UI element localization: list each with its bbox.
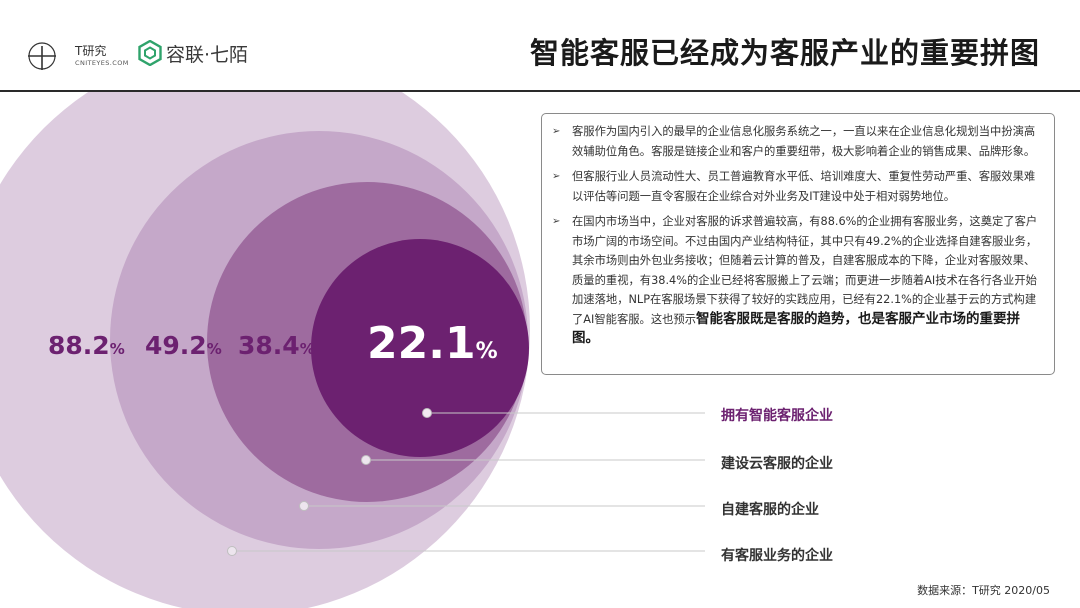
leader-dot — [299, 501, 309, 511]
bullet-item: ➢ 但客服行业人员流动性大、员工普遍教育水平低、培训难度大、重复性劳动严重、客服… — [552, 167, 1042, 206]
description-box: ➢ 客服作为国内引入的最早的企业信息化服务系统之一，一直以来在企业信息化规划当中… — [541, 113, 1055, 375]
bullet-item: ➢ 在国内市场当中，企业对客服的诉求普遍较高，有88.6%的企业拥有客服业务，这… — [552, 212, 1042, 349]
leader-dot — [422, 408, 432, 418]
tsy-logo-url: CNITEYES.COM — [75, 59, 129, 67]
value-number: 22.1 — [367, 318, 476, 369]
tsy-logo-name: T研究 — [75, 44, 107, 58]
legend-label-has-service: 有客服业务的企业 — [721, 548, 833, 564]
bullet-arrow-icon: ➢ — [552, 216, 561, 227]
value-number: 38.4 — [238, 331, 300, 360]
legend-label-cloud-service: 建设云客服的企业 — [721, 456, 833, 472]
value-number: 49.2 — [145, 331, 207, 360]
value-unit: % — [300, 340, 315, 358]
leader-dot — [361, 455, 371, 465]
ronglian-logo-icon — [138, 40, 162, 66]
value-number: 88.2 — [48, 331, 110, 360]
bullet-item: ➢ 客服作为国内引入的最早的企业信息化服务系统之一，一直以来在企业信息化规划当中… — [552, 122, 1042, 161]
circle-ai-service — [311, 239, 529, 457]
value-label: 88.2% — [48, 331, 125, 360]
bullet-emphasis: 智能客服既是客服的趋势，也是客服产业市场的重要拼图。 — [572, 310, 1021, 347]
bullet-arrow-icon: ➢ — [552, 126, 561, 137]
value-label: 49.2% — [145, 331, 222, 360]
value-unit: % — [110, 340, 125, 358]
header-divider — [0, 90, 1080, 92]
ronglian-logo-name: 容联·七陌 — [166, 44, 249, 66]
value-unit: % — [476, 339, 498, 364]
tsy-logo-icon — [28, 42, 56, 70]
nested-circle-chart: 88.2% 49.2% 38.4% 22.1% — [0, 92, 705, 608]
header: T研究 CNITEYES.COM 容联·七陌 智能客服已经成为客服产业的重要拼图 — [0, 0, 1080, 92]
bullet-text: 在国内市场当中，企业对客服的诉求普遍较高，有88.6%的企业拥有客服业务，这奠定… — [572, 215, 1038, 326]
legend-label-self-built: 自建客服的企业 — [721, 502, 819, 518]
bullet-text: 客服作为国内引入的最早的企业信息化服务系统之一，一直以来在企业信息化规划当中扮演… — [572, 125, 1036, 158]
bullet-text: 但客服行业人员流动性大、员工普遍教育水平低、培训难度大、重复性劳动严重、客服效果… — [572, 170, 1036, 203]
value-unit: % — [207, 340, 222, 358]
page-title: 智能客服已经成为客服产业的重要拼图 — [529, 36, 1040, 70]
legend-label-ai-service: 拥有智能客服企业 — [721, 408, 833, 424]
bullet-arrow-icon: ➢ — [552, 171, 561, 182]
value-label: 38.4% — [238, 331, 315, 360]
leader-dot — [227, 546, 237, 556]
data-source: 数据来源：T研究 2020/05 — [917, 584, 1050, 597]
value-label: 22.1% — [367, 318, 498, 369]
